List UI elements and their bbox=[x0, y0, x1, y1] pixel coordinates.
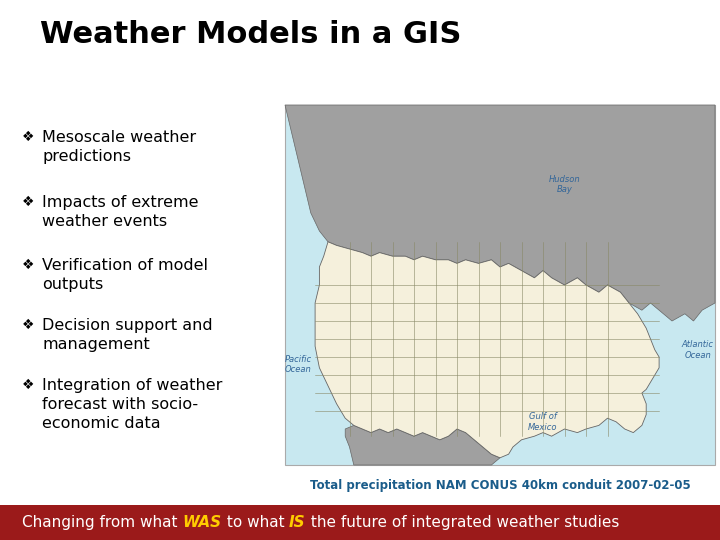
Text: Atlantic
Ocean: Atlantic Ocean bbox=[682, 340, 714, 360]
Text: Verification of model
outputs: Verification of model outputs bbox=[42, 258, 208, 292]
Text: Impacts of extreme
weather events: Impacts of extreme weather events bbox=[42, 195, 199, 229]
Polygon shape bbox=[315, 242, 659, 458]
Text: Pacific
Ocean: Pacific Ocean bbox=[284, 354, 312, 374]
Text: Gulf of
Mexico: Gulf of Mexico bbox=[528, 412, 558, 431]
Text: Hudson
Bay: Hudson Bay bbox=[549, 174, 580, 194]
Text: ❖: ❖ bbox=[22, 258, 35, 272]
Polygon shape bbox=[285, 105, 715, 321]
Text: the future of integrated weather studies: the future of integrated weather studies bbox=[305, 515, 619, 530]
Text: Mesoscale weather
predictions: Mesoscale weather predictions bbox=[42, 130, 196, 164]
Text: to what: to what bbox=[222, 515, 289, 530]
Polygon shape bbox=[345, 426, 500, 465]
Text: Decision support and
management: Decision support and management bbox=[42, 318, 212, 352]
Text: Changing from what: Changing from what bbox=[22, 515, 182, 530]
Text: ❖: ❖ bbox=[22, 378, 35, 392]
Text: Integration of weather
forecast with socio-
economic data: Integration of weather forecast with soc… bbox=[42, 378, 222, 431]
Bar bbox=[285, 105, 715, 465]
Text: ❖: ❖ bbox=[22, 195, 35, 209]
Text: WAS: WAS bbox=[182, 515, 222, 530]
Text: ❖: ❖ bbox=[22, 318, 35, 332]
Text: Total precipitation NAM CONUS 40km conduit 2007-02-05: Total precipitation NAM CONUS 40km condu… bbox=[310, 479, 690, 492]
Text: Weather Models in a GIS: Weather Models in a GIS bbox=[40, 20, 462, 49]
Bar bbox=[0, 505, 720, 540]
Text: ❖: ❖ bbox=[22, 130, 35, 144]
Text: IS: IS bbox=[289, 515, 305, 530]
